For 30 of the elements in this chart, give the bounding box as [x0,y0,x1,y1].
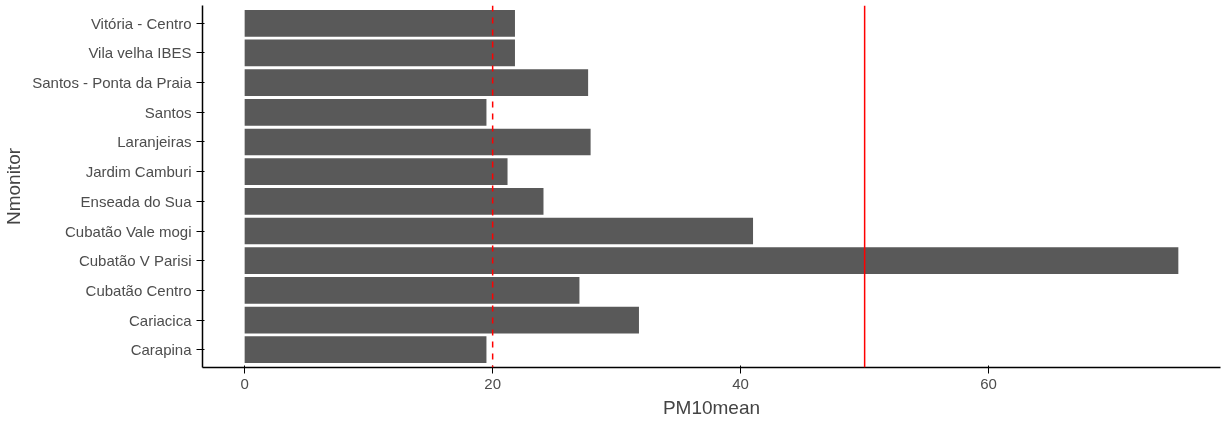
y-tick-label: Jardim Camburi [85,163,192,181]
bar [244,217,754,245]
y-tick-label: Cubatão V Parisi [78,252,192,270]
bar [244,336,487,364]
y-tick-label: Cubatão Vale mogi [65,222,192,240]
bar [244,306,639,334]
x-tick-label: 40 [732,374,749,392]
y-tick-label: Cariacica [128,311,193,329]
bar [244,39,515,67]
bar [244,9,515,37]
bar [244,69,589,96]
y-tick-label: Cubatão Centro [85,281,192,299]
y-tick-label: Santos - Ponta da Praia [32,74,193,92]
y-tick-label: Enseada do Sua [80,192,193,210]
y-axis-title: Nmonitor [3,147,25,226]
bar [244,277,580,304]
x-tick-label: 20 [484,374,501,392]
y-tick-label: Vila velha IBES [88,44,192,62]
y-tick-label: Carapina [130,341,193,359]
bar [244,158,508,186]
bar [244,98,487,126]
bar [244,128,591,156]
x-axis-title: PM10mean [662,396,761,418]
y-tick-label: Santos [144,103,192,121]
x-tick-label: 0 [240,374,249,392]
y-tick-label: Vitória - Centro [90,14,192,32]
x-tick-label: 60 [980,374,997,392]
y-tick-label: Laranjeiras [117,133,192,151]
bar [244,187,544,215]
bar [244,247,1179,275]
